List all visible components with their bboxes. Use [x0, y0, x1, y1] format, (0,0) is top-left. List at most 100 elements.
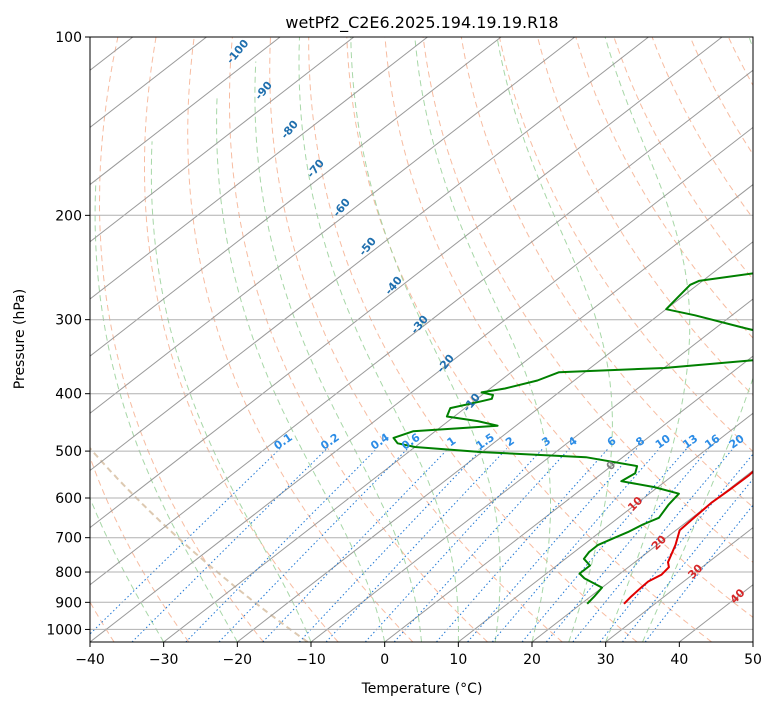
x-tick-label: 30	[597, 652, 615, 668]
mixing-ratio-line	[599, 453, 753, 642]
dry-adiabat	[575, 37, 753, 339]
x-tick-label: 10	[449, 652, 467, 668]
mixing-ratio-label: 0.1	[271, 431, 294, 453]
dry-adiabat-label: -50	[356, 235, 379, 259]
dry-adiabat-label: -10	[460, 391, 483, 415]
y-tick-label: 1000	[46, 622, 82, 638]
chart-title: wetPf2_C2E6.2025.194.19.19.R18	[285, 13, 558, 33]
isotherm-line	[90, 37, 576, 414]
moist-adiabat	[254, 61, 422, 642]
mixing-ratio-line	[644, 504, 753, 642]
mixing-ratio-line	[491, 448, 660, 642]
mixing-ratio-line	[90, 448, 281, 635]
mixing-ratio-line	[436, 448, 609, 642]
mixing-ratio-line	[262, 448, 449, 642]
x-tick-label: 40	[670, 652, 688, 668]
mixing-ratio-line	[467, 448, 638, 642]
x-tick-label: −10	[296, 652, 326, 668]
x-tick-label: 20	[523, 652, 541, 668]
dry-adiabat	[187, 37, 414, 642]
mixing-ratio-line	[364, 448, 544, 642]
dry-adiabat	[308, 37, 638, 642]
mixing-ratio-line	[218, 448, 409, 642]
mixing-ratio-label: 13	[680, 432, 700, 451]
mixing-ratio-label: 6	[605, 434, 619, 449]
dry-adiabat	[537, 37, 753, 397]
isotherm-label: 40	[728, 586, 748, 606]
moist-adiabat	[496, 37, 613, 642]
dry-adiabat-label: -90	[252, 79, 275, 103]
dry-adiabat	[689, 37, 753, 156]
dry-adiabat	[727, 37, 753, 87]
mixing-ratio-label: 3	[539, 434, 553, 449]
isotherm-line	[90, 37, 428, 300]
mixing-ratio-label: 1.5	[473, 431, 496, 453]
dry-adiabat	[460, 37, 753, 508]
isotherm-line	[90, 37, 649, 472]
dry-adiabat	[422, 37, 753, 563]
moist-adiabat	[414, 37, 551, 642]
y-tick-label: 300	[55, 313, 82, 329]
x-tick-label: −20	[223, 652, 253, 668]
x-tick-label: −30	[149, 652, 179, 668]
isotherm-line	[90, 37, 502, 357]
dry-adiabat	[90, 455, 190, 642]
y-tick-label: 200	[55, 208, 82, 224]
y-tick-label: 600	[55, 491, 82, 507]
y-tick-label: 900	[55, 595, 82, 611]
isotherm-line	[531, 469, 753, 642]
y-tick-label: 400	[55, 387, 82, 403]
plot-area: 010203040-100-90-80-70-60-50-40-30-20-10…	[90, 37, 775, 642]
mixing-ratio-label: 25	[751, 432, 771, 451]
mixing-ratio-line	[393, 448, 570, 642]
isotherm-line	[90, 126, 753, 642]
isotherm-line	[457, 412, 753, 642]
y-tick-label: 500	[55, 444, 82, 460]
mixing-ratio-label: 20	[727, 432, 747, 452]
isotherm-label: 20	[649, 532, 669, 552]
isotherm-line	[163, 183, 753, 642]
dry-adiabat	[144, 37, 339, 642]
isotherm-line	[310, 298, 753, 642]
mixing-ratio-line	[298, 448, 483, 642]
mixing-ratio-label: 16	[702, 432, 722, 452]
isotherm-line	[90, 37, 723, 529]
isotherm-line	[384, 355, 753, 642]
y-tick-label: 800	[55, 565, 82, 581]
isotherm-line	[90, 69, 753, 586]
mixing-ratio-label: 1	[445, 434, 459, 449]
y-axis-title: Pressure (hPa)	[12, 289, 28, 389]
dry-adiabat	[269, 37, 563, 642]
dry-adiabat-label: -30	[408, 313, 431, 337]
temperature-profile-line	[623, 470, 753, 605]
moist-adiabat	[642, 37, 753, 642]
mixing-ratio-line	[325, 448, 508, 642]
y-tick-label: 700	[55, 531, 82, 547]
dry-adiabat	[99, 37, 264, 642]
moist-adiabat	[94, 180, 238, 642]
x-tick-label: 50	[744, 652, 762, 668]
moist-adiabat	[298, 37, 459, 642]
moist-adiabat	[216, 94, 386, 642]
mixing-ratio-line	[622, 478, 753, 642]
y-tick-label: 100	[55, 30, 82, 46]
isotherm-line	[752, 641, 753, 642]
mixing-ratio-line	[185, 448, 378, 642]
isotherm-label: 30	[685, 561, 705, 581]
dry-adiabat-label: -70	[304, 157, 327, 181]
highlight-adiabat	[90, 446, 309, 642]
dry-adiabat	[767, 37, 775, 642]
isotherm-line	[236, 241, 753, 642]
moist-adiabat	[604, 37, 691, 642]
isotherm-line	[90, 37, 355, 243]
x-axis-title: Temperature (°C)	[361, 681, 483, 697]
dry-adiabat	[346, 37, 712, 642]
mixing-ratio-label: 10	[653, 432, 673, 452]
moist-adiabat	[350, 37, 501, 642]
mixing-ratio-label: 2	[503, 434, 517, 449]
dry-adiabat-label: -60	[330, 196, 353, 220]
dry-adiabat	[384, 37, 753, 619]
dewpoint-profile-line	[392, 272, 753, 605]
